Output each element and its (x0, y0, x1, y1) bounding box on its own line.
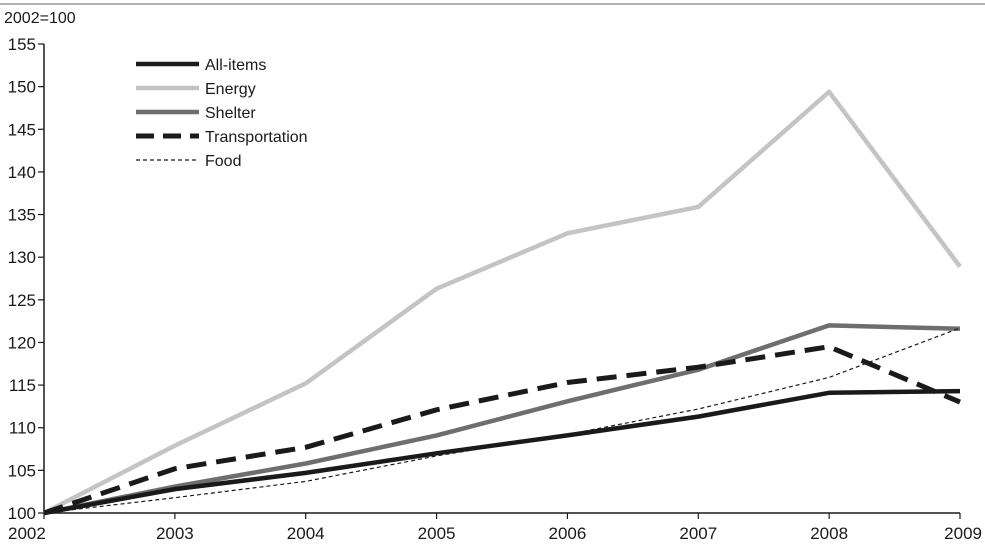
x-tick-label: 2003 (156, 524, 194, 543)
x-tick-label: 2002 (8, 524, 46, 543)
y-tick-label: 135 (8, 206, 36, 225)
x-tick-label: 2006 (549, 524, 587, 543)
y-tick-label: 110 (9, 419, 36, 438)
x-tick-label: 2008 (810, 524, 848, 543)
y-tick-label: 105 (8, 461, 36, 480)
series-line-transportation (43, 344, 961, 516)
series-layer (42, 89, 962, 516)
y-tick-label: 145 (8, 120, 36, 139)
y-tick-label: 125 (8, 291, 36, 310)
y-tick-label: 100 (8, 504, 36, 523)
x-tick-label: 2004 (287, 524, 325, 543)
series-line-energy (42, 89, 962, 516)
legend-label-shelter: Shelter (205, 105, 256, 122)
y-tick-label: 130 (8, 248, 36, 267)
legend-label-all-items: All-items (205, 57, 266, 74)
y-tick-label: 150 (8, 78, 36, 97)
series-line-all-items (43, 388, 961, 516)
legend-label-energy: Energy (205, 81, 256, 98)
y-tick-label: 115 (9, 376, 36, 395)
legend-label-transportation: Transportation (205, 129, 308, 146)
legend-label-food: Food (205, 153, 241, 170)
axes: 100 105 110 115 120 125 130 135 140 145 150 155 2002… (8, 35, 982, 543)
y-tick-label: 140 (8, 163, 36, 182)
y-tick-label: 120 (8, 333, 36, 352)
y-axis-unit-label: 2002=100 (4, 10, 76, 27)
legend: All-items Energy Shelter Transportation Food (136, 57, 308, 170)
series-line-shelter (43, 323, 961, 516)
x-tick-label: 2009 (944, 524, 982, 543)
y-tick-label: 155 (8, 35, 36, 54)
x-tick-label: 2007 (679, 524, 717, 543)
x-tick-label: 2005 (418, 524, 456, 543)
